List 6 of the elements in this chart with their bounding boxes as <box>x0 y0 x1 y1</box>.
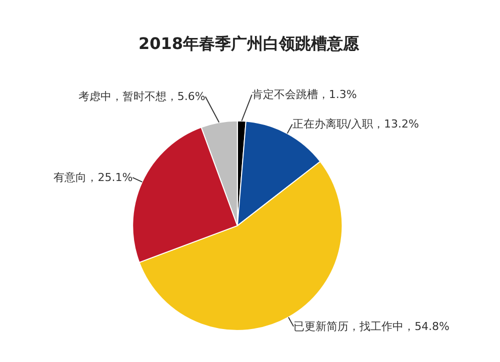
slice-label: 有意向，25.1% <box>54 171 133 184</box>
slice-label: 考虑中，暂时不想，5.6% <box>78 90 206 104</box>
slice-label: 肯定不会跳槽，1.3% <box>252 88 357 102</box>
slice-label: 正在办离职/入职，13.2% <box>292 118 419 131</box>
slice-label: 已更新简历，找工作中，54.8% <box>294 320 450 333</box>
chart-title: 2018年春季广州白领跳槽意愿 <box>138 34 360 53</box>
